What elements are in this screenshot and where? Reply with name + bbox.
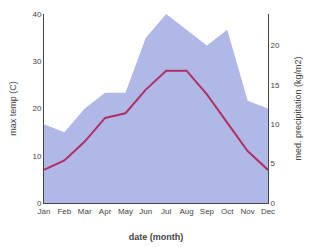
svg-text:Jan: Jan: [38, 207, 51, 216]
svg-text:5: 5: [271, 159, 276, 168]
svg-text:Mar: Mar: [78, 207, 92, 216]
svg-text:Aug: Aug: [179, 207, 193, 216]
svg-text:date (month): date (month): [129, 232, 184, 242]
svg-text:40: 40: [32, 10, 41, 19]
svg-text:Sep: Sep: [200, 207, 215, 216]
svg-text:20: 20: [32, 104, 41, 113]
svg-text:Feb: Feb: [57, 207, 71, 216]
svg-text:Dec: Dec: [261, 207, 275, 216]
svg-text:30: 30: [32, 57, 41, 66]
svg-text:Jun: Jun: [139, 207, 152, 216]
svg-text:Oct: Oct: [221, 207, 234, 216]
svg-text:20: 20: [271, 41, 280, 50]
svg-text:15: 15: [271, 81, 280, 90]
svg-text:10: 10: [32, 152, 41, 161]
svg-text:Jul: Jul: [161, 207, 171, 216]
svg-text:med. precipitation (kg/m2): med. precipitation (kg/m2): [293, 56, 303, 160]
svg-text:Apr: Apr: [99, 207, 112, 216]
svg-text:0: 0: [271, 199, 276, 208]
svg-text:10: 10: [271, 120, 280, 129]
svg-text:May: May: [118, 207, 133, 216]
svg-text:0: 0: [37, 199, 42, 208]
svg-text:Nov: Nov: [241, 207, 255, 216]
svg-text:max temp (C): max temp (C): [8, 81, 18, 136]
